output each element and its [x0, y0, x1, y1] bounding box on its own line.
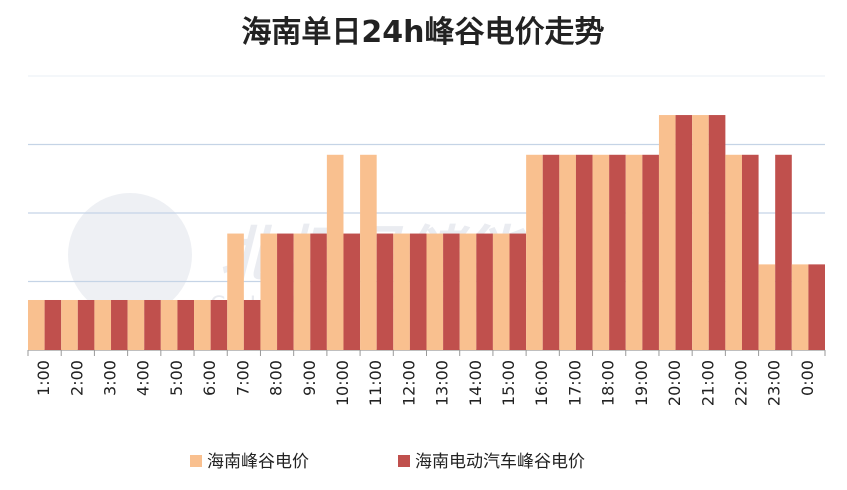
bar: [44, 299, 62, 350]
x-tick-label: 8:00: [267, 360, 286, 396]
x-tick-label: 12:00: [399, 360, 418, 406]
bar: [692, 115, 709, 350]
x-tick-label: 11:00: [366, 360, 385, 406]
x-tick-label: 1:00: [34, 360, 53, 396]
x-tick-label: 9:00: [300, 360, 319, 396]
bar: [625, 154, 643, 350]
legend-swatch: [398, 455, 410, 467]
x-tick-label: 3:00: [101, 360, 120, 396]
bar: [260, 233, 278, 350]
bar: [791, 264, 809, 350]
bar: [708, 115, 726, 350]
bar: [575, 154, 593, 350]
bar: [227, 233, 244, 350]
bar: [94, 299, 112, 350]
x-tick-label: 16:00: [532, 360, 551, 406]
bar: [293, 233, 311, 350]
bar: [61, 299, 78, 350]
bar: [160, 299, 178, 350]
bar: [376, 233, 394, 350]
bar: [360, 154, 377, 350]
bar: [409, 233, 427, 350]
legend-swatch: [190, 455, 202, 467]
bar: [210, 299, 228, 350]
bar: [775, 154, 792, 350]
bar: [194, 299, 211, 350]
bar: [326, 154, 344, 350]
x-tick-label: 7:00: [233, 360, 252, 396]
bar: [243, 299, 261, 350]
bar: [526, 154, 543, 350]
x-tick-label: 18:00: [599, 360, 618, 406]
bar: [559, 154, 576, 350]
bar: [310, 233, 327, 350]
chart-title: 海南单日24h峰谷电价走势: [241, 15, 604, 50]
bar: [393, 233, 410, 350]
bar: [111, 299, 128, 350]
bar: [127, 299, 145, 350]
bar: [542, 154, 560, 350]
bar: [725, 154, 742, 350]
x-tick-label: 13:00: [433, 360, 452, 406]
bar: [476, 233, 493, 350]
x-tick-label: 22:00: [731, 360, 750, 406]
bar: [592, 154, 610, 350]
bar: [808, 264, 825, 350]
x-tick-label: 2:00: [67, 360, 86, 396]
x-tick-label: 21:00: [698, 360, 717, 406]
legend-label: 海南峰谷电价: [207, 452, 309, 472]
bar: [658, 115, 676, 350]
x-tick-label: 6:00: [200, 360, 219, 396]
bar: [509, 233, 527, 350]
bar: [77, 299, 95, 350]
x-tick-label: 10:00: [333, 360, 352, 406]
bar: [426, 233, 444, 350]
bar: [609, 154, 626, 350]
bar: [343, 233, 361, 350]
bar: [459, 233, 477, 350]
x-tick-label: 20:00: [665, 360, 684, 406]
x-tick-label: 15:00: [499, 360, 518, 406]
bar: [277, 233, 294, 350]
bar: [758, 264, 776, 350]
x-tick-label: 14:00: [466, 360, 485, 406]
bar: [642, 154, 659, 350]
x-tick-label: 4:00: [134, 360, 153, 396]
x-tick-label: 19:00: [632, 360, 651, 406]
legend-label: 海南电动汽车峰谷电价: [415, 452, 585, 472]
x-tick-label: 0:00: [798, 360, 817, 396]
watermark-logo: [68, 193, 192, 317]
x-tick-label: 5:00: [167, 360, 186, 396]
x-tick-label: 17:00: [565, 360, 584, 406]
bar: [492, 233, 510, 350]
bar: [675, 115, 693, 350]
bar: [28, 299, 45, 350]
bar: [741, 154, 759, 350]
bar: [144, 299, 161, 350]
x-tick-label: 23:00: [765, 360, 784, 406]
bar: [443, 233, 460, 350]
bar: [177, 299, 195, 350]
